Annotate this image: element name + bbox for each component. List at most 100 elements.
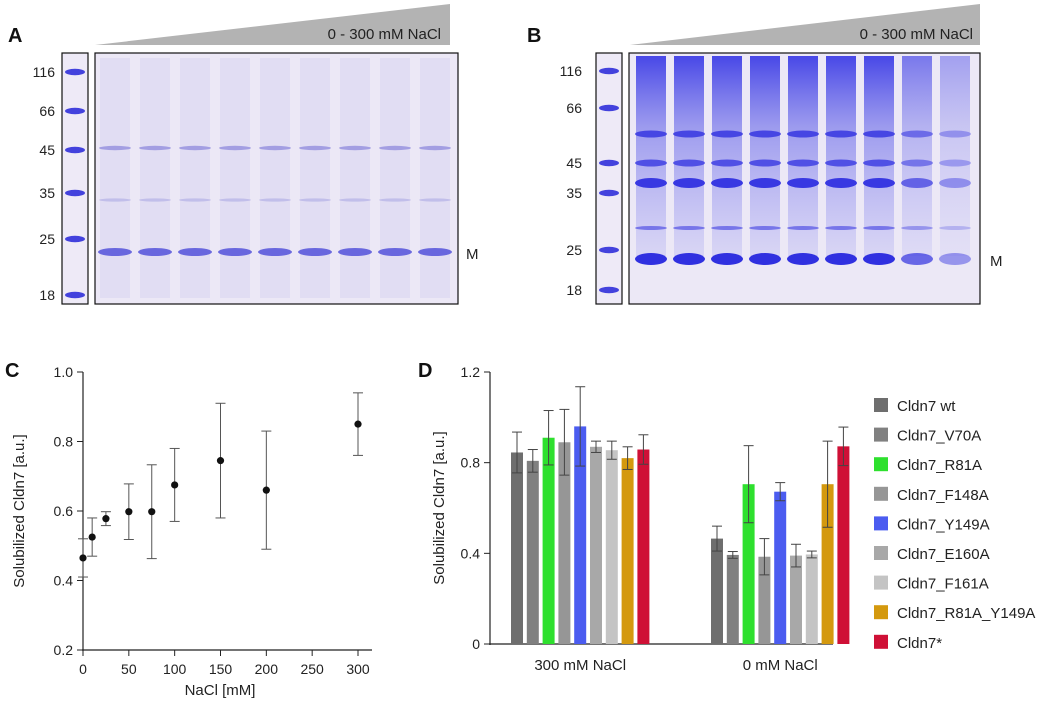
band (825, 226, 857, 230)
panel-letter-b: B (527, 25, 541, 47)
band (711, 159, 743, 167)
band-m (338, 248, 372, 256)
x-axis-title: NaCl [mM] (185, 682, 256, 699)
data-point (148, 508, 156, 516)
band-45kda (379, 145, 411, 151)
lane (100, 58, 130, 298)
legend-item: Cldn7_Y149A (874, 516, 990, 533)
band (825, 159, 857, 167)
ladder-band (599, 246, 619, 254)
legend-label: Cldn7_V70A (897, 428, 981, 445)
data-point (88, 533, 96, 541)
legend-label: Cldn7_R81A_Y149A (897, 605, 1035, 622)
band (825, 130, 857, 138)
x-tick-label: 100 (163, 661, 187, 677)
ladder-label: 35 (39, 185, 55, 201)
band-m (98, 248, 132, 256)
data-point (171, 481, 179, 489)
ladder-band (599, 104, 619, 112)
data-point (79, 554, 87, 562)
band-m (178, 248, 212, 256)
category-label: 300 mM NaCl (534, 657, 626, 674)
ladder-band (599, 189, 619, 197)
bar (558, 442, 571, 644)
band (749, 130, 781, 138)
ladder-label: 66 (39, 103, 55, 119)
data-point (354, 420, 362, 428)
ladder-band (65, 235, 85, 243)
bar (637, 449, 650, 644)
lane (750, 56, 780, 256)
bar (837, 446, 850, 644)
band-m (418, 248, 452, 256)
band (635, 226, 667, 230)
band (787, 178, 819, 188)
panel-letter-c: C (5, 360, 19, 382)
band (635, 159, 667, 167)
error-bar (791, 543, 801, 568)
legend-swatch (874, 516, 888, 531)
band (939, 130, 971, 138)
x-tick-label: 300 (346, 661, 370, 677)
x-tick-label: 150 (209, 661, 233, 677)
band-minor (259, 198, 291, 202)
x-tick-label: 200 (255, 661, 279, 677)
band (635, 253, 667, 265)
bar (805, 554, 818, 644)
lane (902, 56, 932, 256)
panel-b: B 0 - 300 mM NaCl 116 66 45 35 25 18 M (527, 4, 1003, 305)
band (939, 253, 971, 265)
lane (260, 58, 290, 298)
lane (826, 56, 856, 256)
bar (758, 556, 771, 644)
legend-label: Cldn7 wt (897, 398, 956, 415)
y-axis-title: Solubilized Cldn7 [a.u.] (431, 431, 448, 584)
error-bar (822, 440, 833, 528)
band-minor (179, 198, 211, 202)
ladder-label: 18 (566, 282, 582, 298)
legend-swatch (874, 546, 888, 560)
legend-swatch (874, 427, 888, 442)
lane (864, 56, 894, 256)
band (749, 159, 781, 167)
ramp-triangle-b (630, 4, 980, 45)
ladder-band (65, 68, 85, 76)
band (787, 253, 819, 265)
band (787, 159, 819, 167)
error-bar (838, 426, 849, 467)
legend-label: Cldn7_Y149A (897, 516, 990, 533)
panel-d: D 0 0.4 0.8 1.2 Solubilized Cldn7 [a.u.] 300 … (418, 360, 1035, 674)
lane (636, 56, 666, 256)
data-point (216, 457, 225, 465)
y-tick-label: 0.6 (54, 503, 74, 519)
panel-a: A 0 - 300 mM NaCl 116 66 45 35 25 18 M (8, 4, 479, 305)
ladder-label: 116 (33, 64, 56, 80)
bar (726, 554, 739, 644)
legend-swatch (874, 398, 888, 412)
band (749, 178, 781, 188)
error-bar (591, 440, 601, 453)
ramp-label-a: 0 - 300 mM NaCl (328, 26, 441, 43)
band-45kda (419, 145, 451, 151)
error-bar (575, 386, 586, 467)
legend-item: Cldn7* (874, 634, 942, 652)
ladder-band (599, 159, 619, 167)
ladder-band (65, 291, 85, 299)
band (863, 130, 895, 138)
band-m (258, 248, 292, 256)
legend-label: Cldn7_R81A (897, 457, 982, 474)
band (673, 159, 705, 167)
band-minor (419, 198, 451, 202)
band (787, 226, 819, 230)
band (673, 226, 705, 230)
legend-item: Cldn7_V70A (874, 427, 981, 445)
lane (220, 58, 250, 298)
legend-d: Cldn7 wt Cldn7_V70A Cldn7_R81A Cldn7_F148A C… (874, 398, 1035, 652)
error-bar (606, 440, 617, 460)
band-m (138, 248, 172, 256)
ladder-label: 116 (560, 63, 583, 79)
band (635, 178, 667, 188)
error-bar (543, 410, 554, 466)
band (825, 253, 857, 265)
